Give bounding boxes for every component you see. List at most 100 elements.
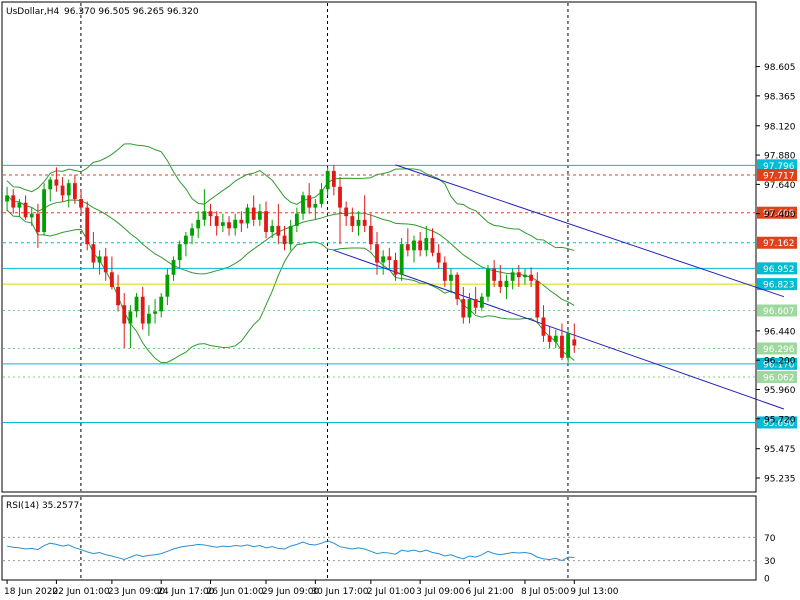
candle-body <box>128 311 133 324</box>
candle-body <box>140 296 145 324</box>
candle-body <box>572 339 577 346</box>
candle-body <box>233 219 238 229</box>
candle-body <box>42 189 46 232</box>
level-tag <box>757 342 797 355</box>
time-tick-label: 30 Jun 17:00 <box>311 587 368 597</box>
candle-body <box>504 280 509 287</box>
rsi-tick-label: 0 <box>764 575 770 585</box>
level-tag-label: 97.717 <box>763 171 795 181</box>
candle-body <box>412 240 416 251</box>
candle-body <box>498 280 503 287</box>
candle-body <box>122 305 127 324</box>
candle-body <box>208 211 213 217</box>
level-tag-label: 96.170 <box>763 360 795 370</box>
price-tick-label: 96.200 <box>764 357 796 367</box>
candle-body <box>276 225 281 236</box>
candle-body <box>245 207 250 224</box>
candle-body <box>29 213 34 218</box>
level-tag-label: 96.823 <box>763 281 795 291</box>
candle-body <box>566 333 571 358</box>
price-tick-label: 95.475 <box>764 445 796 455</box>
candle-body <box>535 280 540 318</box>
candle-body <box>196 219 201 229</box>
candle-body <box>54 179 59 186</box>
level-tag-label: 96.607 <box>763 307 795 317</box>
level-tag-label: 96.062 <box>763 374 795 384</box>
level-tag <box>757 416 797 429</box>
level-tag <box>757 262 797 275</box>
candle-body <box>313 203 318 208</box>
candle-body <box>220 222 225 226</box>
level-tag <box>757 168 797 181</box>
candle-body <box>35 213 40 232</box>
level-tag <box>757 304 797 317</box>
price-tick-label: 95.235 <box>764 475 796 485</box>
candle-body <box>325 170 330 190</box>
level-tag-label: 97.796 <box>763 162 795 172</box>
candle-body <box>362 219 367 226</box>
candle-body <box>97 256 102 263</box>
candle-body <box>103 256 108 273</box>
candle-body <box>418 240 423 251</box>
candle-body <box>510 272 515 281</box>
candle-body <box>171 260 176 275</box>
level-tag <box>757 159 797 172</box>
candle-body <box>264 211 268 232</box>
channel-line <box>395 164 785 298</box>
price-tick-label: 96.440 <box>764 327 796 337</box>
candle-body <box>381 256 386 263</box>
candle-body <box>190 228 194 236</box>
time-tick-label: 29 Jun 09:00 <box>262 587 319 597</box>
chart-symbol: UsDollar,H4 <box>6 7 60 17</box>
time-tick-label: 8 Jul 05:00 <box>521 587 570 597</box>
time-tick-label: 2 Jul 01:00 <box>367 587 416 597</box>
candle-body <box>251 207 256 220</box>
time-tick-label: 6 Jul 21:00 <box>465 587 514 597</box>
candle-body <box>350 216 355 226</box>
candle-body <box>344 207 349 217</box>
candle-body <box>338 186 342 208</box>
candle-body <box>455 274 460 300</box>
candle-body <box>492 268 497 281</box>
candle-body <box>227 222 231 229</box>
level-tag <box>757 206 797 219</box>
candle-body <box>473 299 478 308</box>
candle-body <box>239 219 244 224</box>
time-tick-label: 22 Jun 01:00 <box>52 587 109 597</box>
candle-body <box>368 225 373 245</box>
candle-body <box>479 296 484 308</box>
candle-body <box>116 286 120 306</box>
candle-body <box>436 252 441 263</box>
level-tag <box>757 278 797 291</box>
time-tick-label: 26 Jun 01:00 <box>207 587 264 597</box>
candle-body <box>66 183 71 196</box>
level-tag-label: 96.952 <box>763 265 795 275</box>
candle-body <box>288 225 293 245</box>
level-tag-label: 95.690 <box>763 419 795 429</box>
candle-body <box>449 274 453 281</box>
rsi-line <box>6 540 575 562</box>
candle-body <box>486 268 490 297</box>
candle-body <box>541 317 546 336</box>
candle-body <box>393 260 398 275</box>
candle-body <box>270 225 275 232</box>
time-tick-label: 3 Jul 09:00 <box>416 587 465 597</box>
candle-body <box>109 272 114 287</box>
candle-body <box>177 244 182 261</box>
level-tag <box>757 236 797 249</box>
candle-body <box>319 189 324 204</box>
channel-line <box>333 249 785 410</box>
rsi-label: RSI(14) 35.2577 <box>6 501 79 511</box>
candle-body <box>5 195 9 202</box>
candle-body <box>79 199 83 208</box>
candle-body <box>48 179 53 190</box>
candle-body <box>523 274 527 278</box>
time-tick-label: 24 Jun 17:00 <box>157 587 214 597</box>
candle-body <box>85 207 90 245</box>
price-tick-label: 95.720 <box>764 415 796 425</box>
candle-body <box>307 195 312 208</box>
level-tag-label: 97.162 <box>763 239 795 249</box>
candle-body <box>11 195 16 208</box>
candle-body <box>165 274 170 297</box>
candle-body <box>461 299 466 318</box>
